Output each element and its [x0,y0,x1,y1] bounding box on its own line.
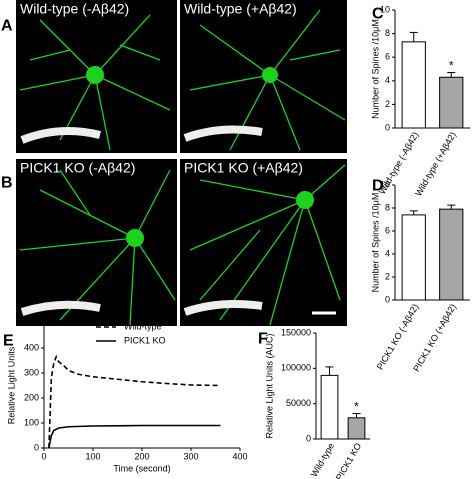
y-tick-label: 0 [385,122,390,132]
micrograph-b-right [180,159,347,326]
y-tick-label: 8 [385,202,390,212]
x-tick-label: PICK1 KO (+Aβ42) [411,302,458,373]
x-tick-label: Wild-type [309,441,336,478]
y-tick-label: 500 [24,317,39,327]
panel-label: D [372,177,384,194]
y-tick-label: 4 [385,248,390,258]
y-tick-label: 0 [34,442,39,452]
x-tick-label: 100 [85,451,100,461]
panel-label: C [372,5,384,22]
y-tick-label: 50000 [286,398,311,408]
x-tick-label: 200 [134,451,149,461]
y-tick-label: 100 [24,417,39,427]
x-tick-label: PICK1 KO (-Aβ42) [375,302,421,371]
y-tick-label: 400 [24,342,39,352]
y-axis-title: Relative Light Units (AUC) [264,333,274,438]
x-tick-label: 300 [183,451,198,461]
legend-label: Wild-type [124,321,162,331]
y-tick-label: 6 [385,52,390,62]
y-axis-title: Number of Spines /10μM [370,19,380,119]
y-tick-label: 150000 [281,327,311,337]
y-tick-label: 2 [385,99,390,109]
micrograph-b-left [16,159,177,326]
y-tick-label: 10 [380,4,390,14]
y-tick-label: 8 [385,28,390,38]
image-label: PICK1 KO (-Aβ42) [20,159,135,175]
bar [439,76,464,129]
y-tick-label: 2 [385,271,390,281]
annotation: * [449,59,454,73]
bar [401,41,426,129]
image-label: Wild-type (+Aβ42) [184,0,297,16]
y-tick-label: 6 [385,225,390,235]
y-tick-label: 100000 [281,363,311,373]
legend-label: PICK1 KO [124,335,166,345]
y-axis-title: Relative Light Units [6,346,16,424]
bar [320,374,339,440]
micrograph-a-right [180,0,347,153]
x-tick-label: 0 [41,451,46,461]
y-axis-title: Number of Spines /10μM [370,193,380,293]
panel-label: B [1,174,13,191]
y-tick-label: 10 [380,179,390,189]
annotation: * [354,400,359,414]
x-tick-label: PICK1 KO [334,441,363,479]
image-label: Wild-type (-Aβ42) [20,0,129,16]
panel-label: E [3,332,14,349]
x-tick-label: Wild-type (+Aβ42) [413,130,458,198]
panel-label: A [1,17,13,34]
bar [401,214,426,301]
y-tick-label: 200 [24,392,39,402]
y-tick-label: 0 [385,294,390,304]
x-tick-label: 400 [232,451,247,461]
x-axis-title: Time (second) [113,463,170,473]
line [48,424,221,449]
panel-label: F [258,330,268,347]
micrograph-a-left [16,0,177,153]
image-label: PICK1 KO (+Aβ42) [184,159,303,175]
y-tick-label: 300 [24,367,39,377]
y-tick-label: 0 [306,433,311,443]
bar [347,417,366,440]
y-tick-label: 4 [385,75,390,85]
bar [439,208,464,301]
line [48,354,221,449]
